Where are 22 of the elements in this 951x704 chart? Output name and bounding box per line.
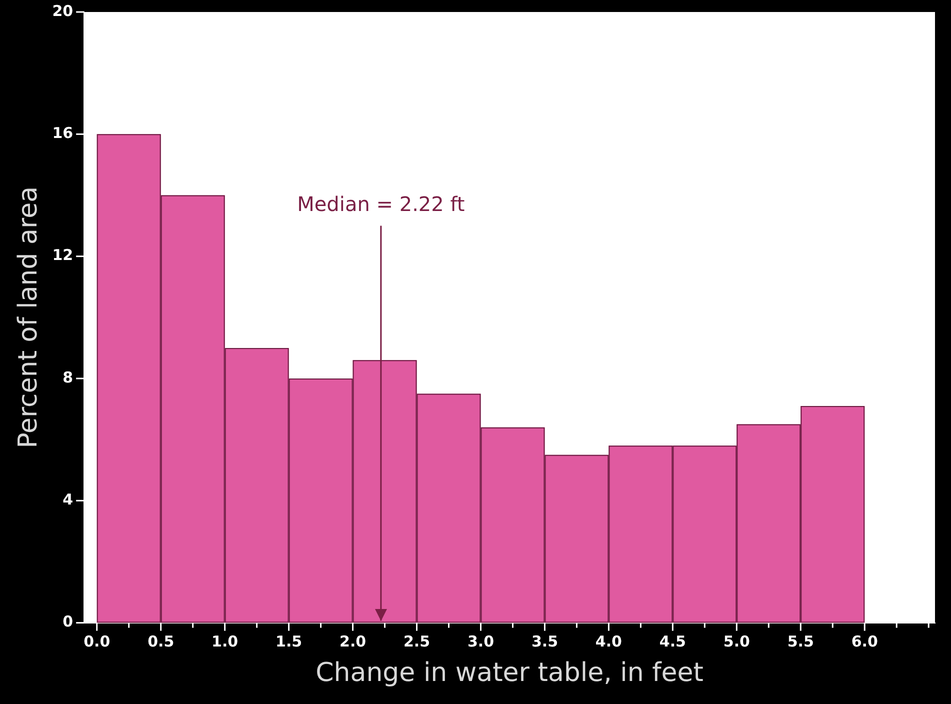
y-tick-label: 4 [62,490,74,509]
ref-line-label: Median = 2.22 ft [297,192,465,216]
x-tick-label: 6.0 [851,632,878,651]
x-tick-label: 4.0 [595,632,622,651]
y-tick-label: 8 [62,368,74,386]
y-tick-label: 20 [52,2,74,20]
y-axis-title: Percent of land area [13,186,44,448]
x-axis-title: Change in water table, in feet [316,658,704,688]
y-tick-label: 16 [52,124,74,142]
x-tick-label: 5.0 [723,632,750,651]
x-tick-label: 5.5 [787,632,814,651]
x-tick-label: 2.5 [403,632,430,651]
x-tick-label: 0.0 [84,632,110,651]
x-tick-label: 3.5 [531,632,558,651]
x-tick-label: 2.0 [340,632,366,651]
y-tick-label: 12 [52,246,74,264]
y-tick-label: 0 [62,612,74,631]
x-tick-label: 0.5 [148,632,174,651]
x-tick-label: 3.0 [467,632,494,651]
x-tick-label: 1.5 [276,632,302,651]
x-tick-label: 4.5 [659,632,686,651]
x-tick-label: 1.0 [212,632,238,651]
